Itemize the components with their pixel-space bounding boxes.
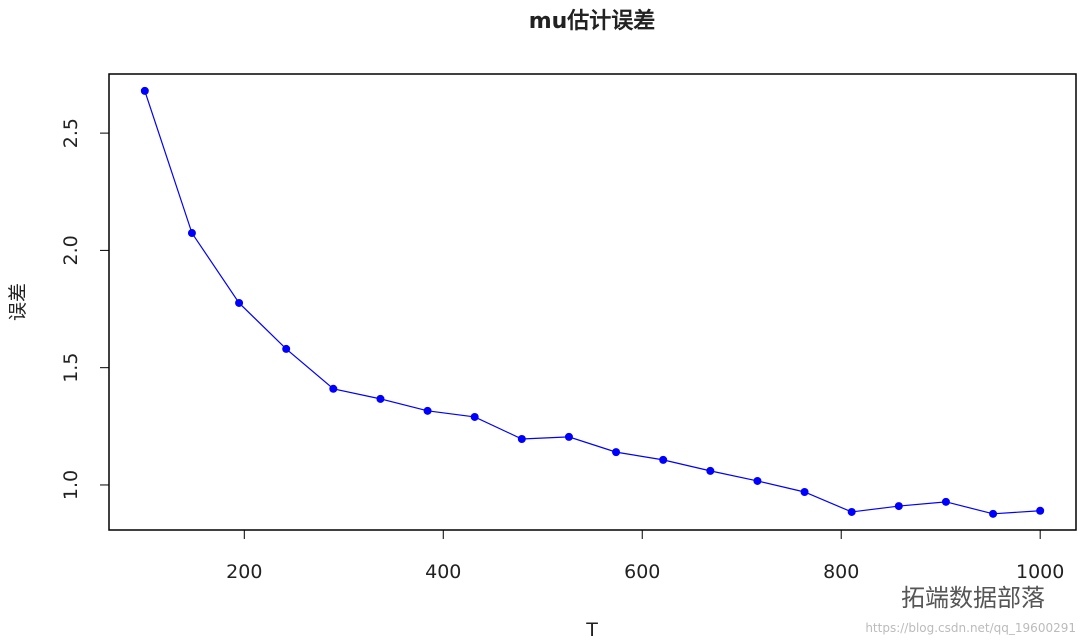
y-tick-label: 2.5 [60, 118, 82, 148]
point [941, 497, 950, 506]
y-tick-label: 1.5 [60, 353, 82, 383]
point [376, 394, 385, 403]
x-axis-label: T [585, 619, 598, 641]
point [564, 432, 573, 441]
point [1036, 506, 1045, 515]
point [612, 448, 621, 457]
point [659, 455, 668, 464]
x-tick-label: 200 [226, 561, 262, 583]
x-tick-label: 800 [823, 561, 859, 583]
point [470, 412, 479, 421]
point [847, 507, 856, 516]
source-url: https://blog.csdn.net/qq_19600291 [865, 621, 1076, 635]
point [800, 488, 809, 496]
point [706, 466, 715, 475]
point [140, 86, 149, 95]
watermark: 拓端数据部落 [901, 584, 1045, 612]
chart-title: mu估计误差 [529, 8, 656, 34]
point [187, 229, 196, 238]
x-tick-label: 400 [425, 561, 461, 583]
series-line [144, 90, 1041, 515]
point [753, 476, 762, 485]
point [235, 298, 244, 307]
y-tick-label: 1.0 [60, 470, 82, 500]
point [423, 406, 432, 415]
x-tick-label: 600 [624, 561, 660, 583]
point [517, 434, 526, 443]
point [894, 502, 903, 511]
y-tick-label: 2.0 [60, 235, 82, 265]
point [989, 509, 998, 518]
y-axis-label: 误差 [7, 283, 29, 321]
point [329, 384, 338, 393]
plot-frame [108, 73, 1077, 531]
x-tick-label: 1000 [1016, 561, 1064, 583]
point [282, 344, 291, 353]
